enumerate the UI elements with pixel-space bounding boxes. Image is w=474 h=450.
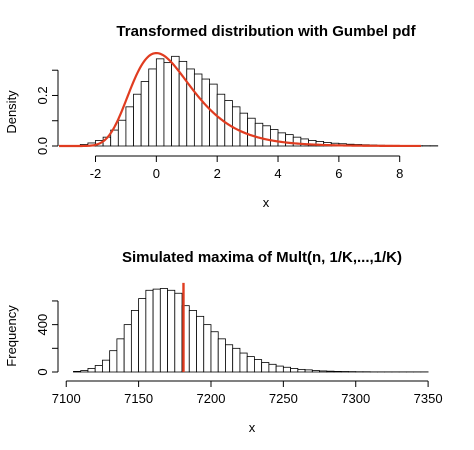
y-tick-label: 0 [35,368,50,375]
histogram-bar [130,310,140,373]
histogram-bar [138,298,147,373]
histogram-bar [186,68,195,147]
histogram-bar [188,310,197,373]
histogram-bar [239,112,249,147]
histogram-bar [203,324,212,373]
histogram-bar [277,132,287,147]
x-tick-label: 0 [153,166,160,181]
histogram-bar [125,106,134,147]
histogram-bar [290,368,299,373]
histogram-bar [297,368,306,373]
x-tick-label: 7100 [52,391,81,406]
x-tick-label: 7350 [414,391,443,406]
histogram-bar [270,129,279,147]
histogram-bar [163,62,172,147]
x-tick-label: -2 [90,166,102,181]
x-tick-label: 8 [396,166,403,181]
histogram-bar [152,288,161,373]
histogram-bar [239,352,248,373]
histogram-bar [333,371,342,373]
x-tick-label: 2 [214,166,221,181]
histogram-bar [268,363,277,373]
y-tick-label: 0.2 [35,86,50,104]
histogram-bar [167,289,176,373]
histogram-bar [311,370,320,373]
xlabel-density: x [263,195,270,210]
histogram-bar [319,370,328,373]
histogram-bar [155,58,165,147]
panel-frequency: Simulated maxima of Mult(n, 1/K,...,1/K)… [4,249,443,435]
x-tick-label: 6 [335,166,342,181]
histogram-bars-density [72,55,439,147]
histogram-bar [201,78,210,147]
x-tick-label: 4 [274,166,281,181]
histogram-bar [246,356,255,373]
histogram-bar [80,370,89,373]
histogram-bar [326,370,335,373]
histogram-bar [94,365,103,373]
x-tick-label: 7250 [269,391,298,406]
histogram-bar [109,350,118,373]
histogram-bar [262,125,271,147]
histogram-bar [116,338,125,373]
gumbel-pdf-curve [59,51,421,148]
histogram-bar [247,117,256,147]
histogram-bar [217,338,226,373]
histogram-bar [159,288,168,373]
histogram-bar [140,81,150,147]
histogram-bar [133,93,142,147]
histogram-bar [304,369,313,373]
histogram-bar [285,134,294,147]
histogram-bar [232,347,241,373]
histogram-bar [73,371,82,373]
ylabel-frequency: Frequency [4,305,19,367]
histogram-bar [123,324,132,373]
axes-frequency: 7100 7150 7200 7250 7300 7350 0 400 [35,300,443,406]
x-tick-label: 7300 [341,391,370,406]
y-tick-label: 400 [35,314,50,336]
title-frequency: Simulated maxima of Mult(n, 1/K,...,1/K) [122,249,402,266]
y-tick-label: 0.0 [35,137,50,155]
histogram-bar [193,73,203,147]
x-tick-label: 7200 [197,391,226,406]
histogram-bar [148,68,157,147]
histogram-bar [174,292,183,373]
histogram-bar [275,365,284,373]
histogram-bar [261,362,270,373]
histogram-bar [196,315,205,373]
xlabel-frequency: x [249,420,256,435]
x-tick-label: 7150 [124,391,153,406]
histogram-bar [87,368,96,373]
histogram-bar [254,122,264,147]
histogram-bar [117,119,127,147]
histogram-bar [145,289,154,373]
panel-density: Transformed distribution with Gumbel pdf… [4,23,439,210]
histogram-bars-frequency [73,288,429,373]
histogram-bar [282,366,291,373]
histogram-bar [210,331,219,373]
histogram-bar [254,359,263,373]
histogram-bar [102,359,111,373]
histogram-bar [225,344,234,373]
title-density: Transformed distribution with Gumbel pdf [116,23,416,40]
ylabel-density: Density [4,90,19,134]
axes-density: -2 0 2 4 6 8 0.0 0.2 [35,69,403,181]
